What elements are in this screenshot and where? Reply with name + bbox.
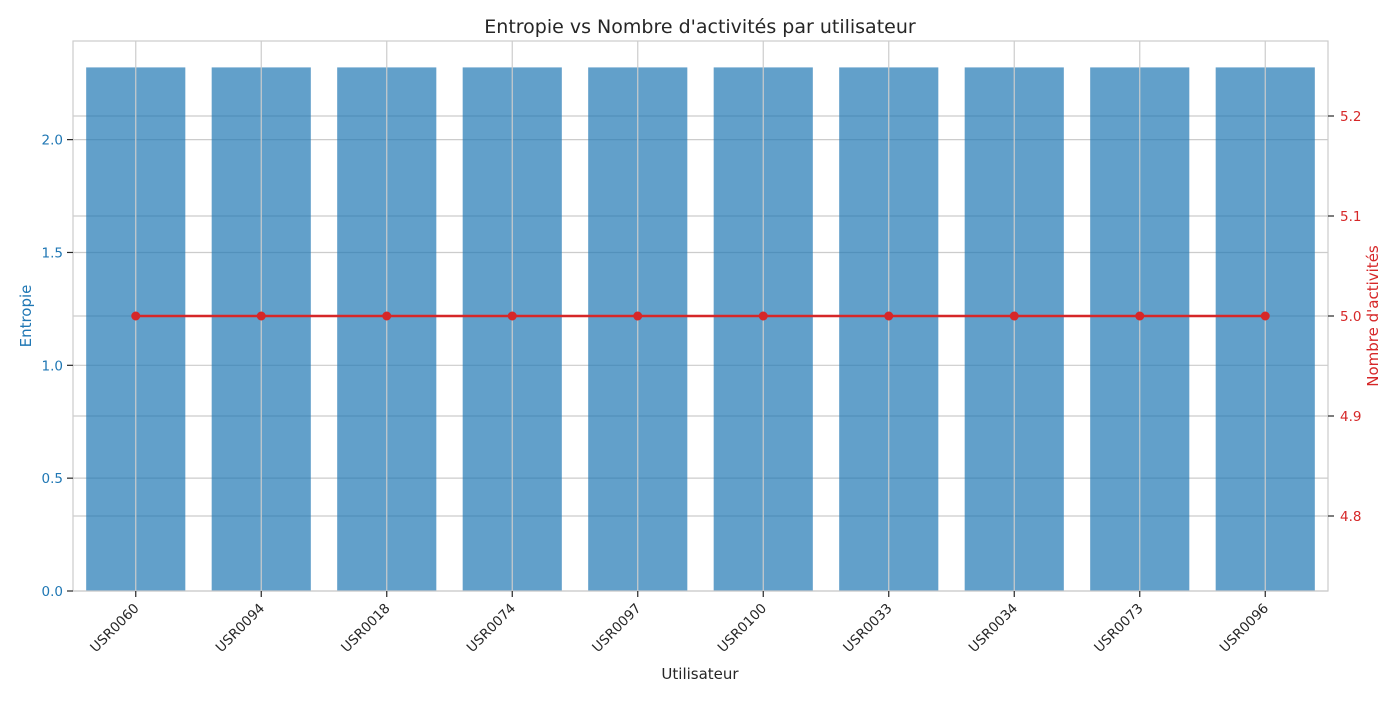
- chart-title: Entropie vs Nombre d'activités par utili…: [484, 16, 916, 38]
- left-axis-title: Entropie: [17, 285, 35, 348]
- right-tick-label: 4.8: [1340, 509, 1361, 525]
- right-axis: 4.8 4.9 5.0 5.1 5.2: [1328, 109, 1361, 525]
- line-point: [1009, 311, 1019, 321]
- left-tick-label: 1.0: [42, 358, 63, 374]
- right-tick-label: 5.2: [1340, 109, 1361, 125]
- right-tick-label: 5.1: [1340, 209, 1361, 225]
- line-point: [507, 311, 517, 321]
- left-tick-label: 0.0: [42, 584, 63, 600]
- line-layer: [131, 311, 1270, 321]
- line-point: [382, 311, 392, 321]
- left-tick-label: 2.0: [42, 133, 63, 149]
- right-tick-label: 4.9: [1340, 409, 1361, 425]
- line-point: [884, 311, 894, 321]
- line-point: [131, 311, 141, 321]
- line-point: [1135, 311, 1145, 321]
- left-tick-label: 0.5: [42, 471, 63, 487]
- left-tick-label: 1.5: [42, 245, 63, 261]
- line-point: [256, 311, 266, 321]
- x-axis-title: Utilisateur: [661, 665, 739, 683]
- left-axis: 0.0 0.5 1.0 1.5 2.0: [42, 133, 73, 600]
- line-point: [1260, 311, 1270, 321]
- right-axis-title: Nombre d'activités: [1364, 245, 1382, 387]
- line-point: [758, 311, 768, 321]
- line-point: [633, 311, 643, 321]
- right-tick-label: 5.0: [1340, 309, 1361, 325]
